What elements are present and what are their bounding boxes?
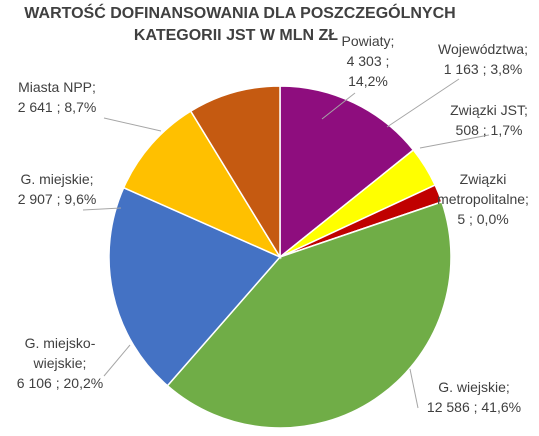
- leader-line-g-miejskie: [82, 207, 122, 211]
- slice-miasta-npp: [189, 85, 281, 260]
- chart-title-line-2: KATEGORII JST W MLN ZŁ: [134, 27, 338, 44]
- data-labels: Powiaty; 4 303 ; 14,2% Województwa; 1 163 ; …: [17, 33, 529, 415]
- chart-title-line-1: WARTOŚĆ DOFINANSOWANIA DLA POSZCZEGÓLNYC…: [24, 3, 455, 22]
- data-label-miasta-npp: Miasta NPP; 2 641 ; 8,7%: [18, 79, 97, 115]
- leader-line-g-wiejskie: [409, 368, 419, 409]
- slice-g-miejskie: [122, 110, 282, 259]
- data-label-zwiazki-metropolitalne: Związki metropolitalne; 5 ; 0,0%: [437, 171, 529, 227]
- leader-line-wojewodztwa: [386, 78, 460, 128]
- leader-line-zwiazki-jst: [419, 134, 490, 149]
- data-label-g-miejskie: G. miejskie; 2 907 ; 9,6%: [18, 171, 97, 207]
- data-label-g-wiejskie: G. wiejskie; 12 586 ; 41,6%: [427, 379, 521, 415]
- data-label-wojewodztwa: Województwa; 1 163 ; 3,8%: [438, 41, 528, 77]
- slice-powiaty: [279, 85, 415, 259]
- data-label-powiaty: Powiaty; 4 303 ; 14,2%: [342, 33, 395, 89]
- chart-title: WARTOŚĆ DOFINANSOWANIA DLA POSZCZEGÓLNYC…: [24, 3, 455, 44]
- leader-line-g-miejsko-wiejskie: [103, 344, 131, 377]
- leader-lines: [82, 78, 490, 409]
- data-label-zwiazki-jst: Związki JST; 508 ; 1,7%: [450, 102, 528, 138]
- data-label-g-miejsko-wiejskie: G. miejsko-wiejskie; 6 106 ; 20,2%: [17, 335, 103, 391]
- slice-g-wiejskie: [166, 201, 452, 429]
- leader-line-miasta-npp: [103, 117, 162, 132]
- leader-line-powiaty: [321, 92, 356, 120]
- pie-slices: [108, 85, 452, 429]
